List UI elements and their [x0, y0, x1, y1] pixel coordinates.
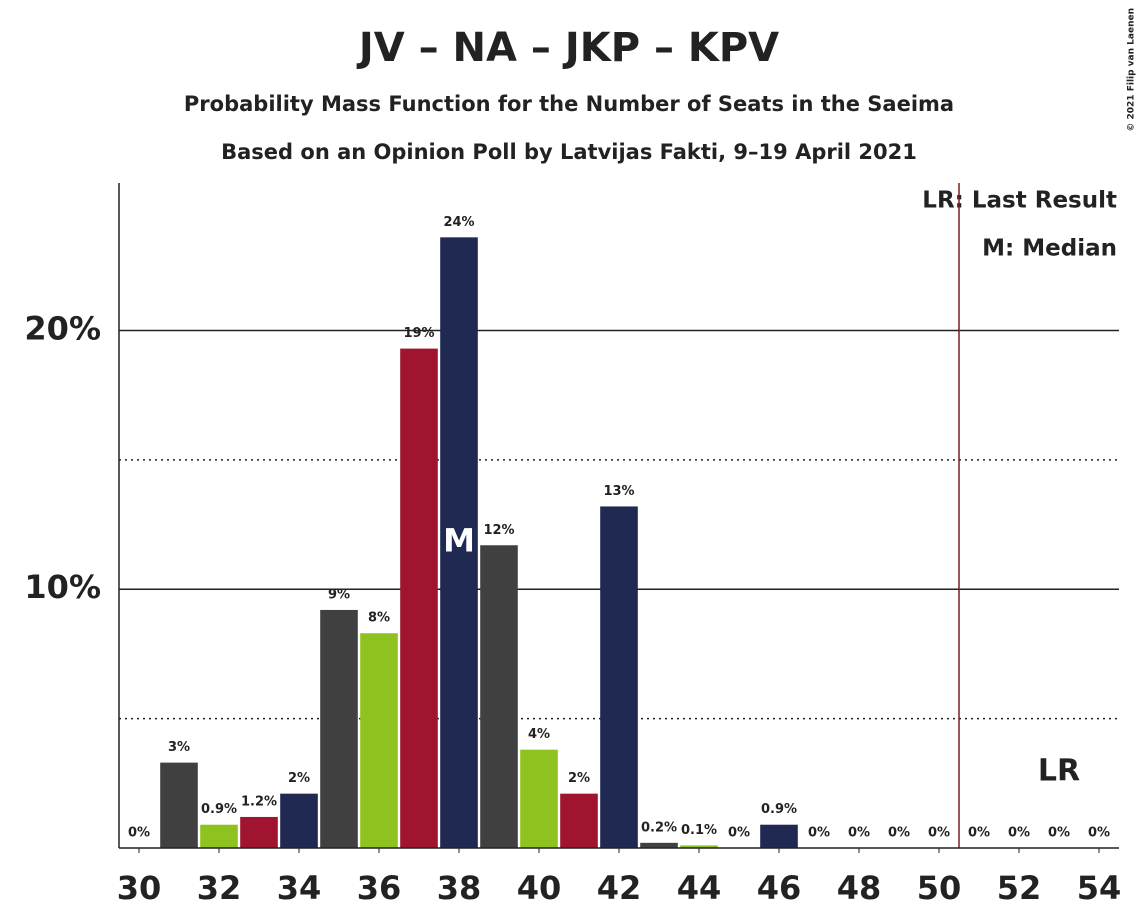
x-tick-label: 34	[277, 869, 322, 907]
value-label: 0%	[1048, 826, 1070, 841]
x-tick-label: 46	[757, 869, 802, 907]
value-label: 9%	[328, 587, 350, 602]
value-label: 13%	[603, 484, 634, 499]
bar	[280, 793, 318, 848]
median-marker: M	[443, 522, 475, 560]
bar	[520, 749, 558, 848]
copyright: © 2021 Filip van Laenen	[1127, 8, 1137, 132]
value-label: 3%	[168, 740, 190, 755]
bar	[560, 793, 598, 848]
value-label: 0.9%	[201, 802, 237, 817]
value-label: 8%	[368, 611, 390, 626]
bar	[400, 348, 438, 848]
x-tick-label: 30	[117, 869, 162, 907]
value-label: 0.2%	[641, 820, 677, 835]
bar	[640, 842, 678, 848]
value-label: 0%	[1088, 826, 1110, 841]
value-label: 0.1%	[681, 823, 717, 838]
chart-subtitle: Based on an Opinion Poll by Latvijas Fak…	[221, 140, 917, 164]
bar	[600, 506, 638, 848]
x-tick-label: 44	[677, 869, 722, 907]
value-label: 24%	[443, 215, 474, 230]
bar	[760, 824, 798, 848]
legend-entry: LR: Last Result	[922, 188, 1117, 214]
value-label: 2%	[568, 771, 590, 786]
value-label: 0%	[848, 826, 870, 841]
bar	[320, 609, 358, 848]
value-label: 0%	[808, 826, 830, 841]
bar	[160, 762, 198, 848]
last-result-label: LR	[1038, 754, 1080, 789]
x-tick-label: 48	[837, 869, 882, 907]
value-label: 0%	[1008, 826, 1030, 841]
x-tick-label: 32	[197, 869, 242, 907]
value-label: 19%	[403, 326, 434, 341]
value-label: 4%	[528, 727, 550, 742]
value-label: 0.9%	[761, 802, 797, 817]
x-tick-label: 50	[917, 869, 962, 907]
x-tick-label: 52	[997, 869, 1042, 907]
y-tick-label: 10%	[24, 568, 101, 606]
bar	[360, 633, 398, 848]
value-label: 0%	[968, 826, 990, 841]
x-tick-label: 38	[437, 869, 482, 907]
y-tick-label: 20%	[24, 309, 101, 347]
x-tick-label: 54	[1077, 869, 1122, 907]
bar	[680, 845, 718, 848]
chart-title: JV – NA – JKP – KPV	[356, 25, 779, 71]
chart-subtitle: Probability Mass Function for the Number…	[184, 92, 954, 116]
value-label: 1.2%	[241, 794, 277, 809]
bar	[480, 545, 518, 848]
legend-entry: M: Median	[982, 236, 1117, 262]
value-label: 0%	[888, 826, 910, 841]
bar	[200, 824, 238, 848]
x-tick-label: 42	[597, 869, 642, 907]
bar	[240, 816, 278, 848]
value-label: 0%	[128, 826, 150, 841]
value-label: 0%	[728, 826, 750, 841]
x-tick-label: 36	[357, 869, 402, 907]
value-label: 0%	[928, 826, 950, 841]
x-tick-label: 40	[517, 869, 562, 907]
value-label: 2%	[288, 771, 310, 786]
value-label: 12%	[483, 523, 514, 538]
bar	[440, 237, 478, 849]
